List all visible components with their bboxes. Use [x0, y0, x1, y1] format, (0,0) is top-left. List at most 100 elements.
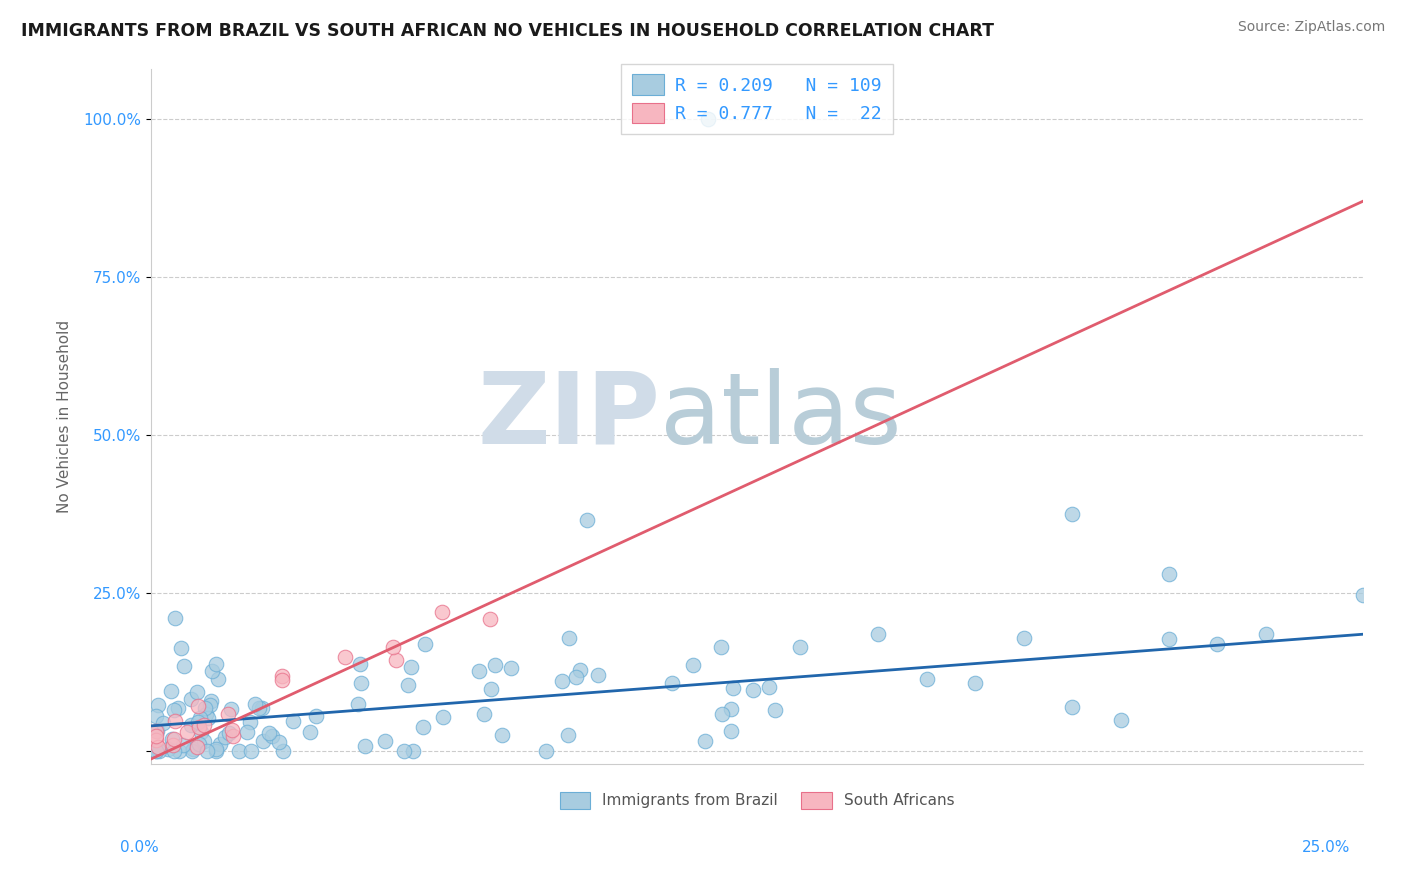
Point [228, 743, 250, 757]
Point [432, 709, 454, 723]
Point [1206, 637, 1229, 651]
Point [1157, 632, 1180, 646]
Point [298, 725, 321, 739]
Point [172, 738, 194, 752]
Point [758, 680, 780, 694]
Point [146, 698, 169, 713]
Point [721, 681, 744, 696]
Point [219, 702, 242, 716]
Point [267, 735, 290, 749]
Point [558, 631, 581, 645]
Legend: Immigrants from Brazil, South Africans: Immigrants from Brazil, South Africans [554, 786, 960, 815]
Point [145, 708, 167, 723]
Point [198, 698, 221, 712]
Point [965, 676, 987, 690]
Point [741, 683, 763, 698]
Point [709, 640, 731, 655]
Point [167, 743, 190, 757]
Point [197, 711, 219, 725]
Point [180, 743, 202, 757]
Point [430, 605, 453, 619]
Point [193, 718, 215, 732]
Point [180, 691, 202, 706]
Point [479, 612, 502, 626]
Point [569, 663, 592, 677]
Point [163, 703, 186, 717]
Point [145, 743, 167, 757]
Point [146, 740, 169, 755]
Point [557, 728, 579, 742]
Point [236, 724, 259, 739]
Point [763, 703, 786, 717]
Point [180, 718, 202, 732]
Point [145, 733, 167, 747]
Point [187, 737, 209, 751]
Point [239, 714, 262, 729]
Point [711, 707, 734, 722]
Point [218, 725, 240, 739]
Point [207, 672, 229, 686]
Point [173, 658, 195, 673]
Point [720, 724, 742, 739]
Point [413, 637, 436, 651]
Point [1351, 588, 1374, 602]
Text: atlas: atlas [659, 368, 901, 465]
Text: ZIP: ZIP [477, 368, 659, 465]
Point [201, 665, 224, 679]
Text: 0.0%: 0.0% [120, 840, 159, 855]
Point [152, 715, 174, 730]
Point [412, 720, 434, 734]
Point [146, 723, 169, 738]
Point [217, 707, 239, 722]
Point [247, 701, 270, 715]
Point [250, 701, 273, 715]
Point [157, 742, 180, 756]
Point [304, 709, 326, 723]
Point [501, 661, 523, 675]
Point [188, 711, 211, 725]
Point [188, 720, 211, 734]
Point [214, 730, 236, 744]
Point [169, 641, 191, 656]
Point [353, 739, 375, 753]
Point [398, 678, 420, 692]
Point [205, 742, 228, 756]
Point [270, 673, 292, 687]
Point [693, 734, 716, 748]
Text: 25.0%: 25.0% [1302, 840, 1350, 855]
Point [468, 664, 491, 678]
Point [243, 697, 266, 711]
Text: Source: ZipAtlas.com: Source: ZipAtlas.com [1237, 20, 1385, 34]
Point [262, 729, 284, 743]
Point [720, 702, 742, 716]
Point [145, 724, 167, 739]
Point [187, 698, 209, 713]
Point [551, 674, 574, 689]
Point [271, 668, 294, 682]
Point [145, 743, 167, 757]
Point [195, 707, 218, 722]
Point [148, 743, 170, 757]
Point [586, 668, 609, 682]
Point [1109, 713, 1132, 727]
Point [271, 743, 294, 757]
Point [160, 683, 183, 698]
Point [1060, 700, 1083, 714]
Y-axis label: No Vehicles in Household: No Vehicles in Household [58, 319, 72, 513]
Point [163, 731, 186, 746]
Point [204, 743, 226, 757]
Point [697, 112, 720, 127]
Point [385, 653, 408, 667]
Point [209, 737, 232, 751]
Point [186, 685, 208, 699]
Point [350, 676, 373, 690]
Point [789, 640, 811, 654]
Point [868, 627, 890, 641]
Point [346, 697, 368, 711]
Point [160, 732, 183, 747]
Point [534, 743, 557, 757]
Point [257, 725, 280, 739]
Point [187, 715, 209, 730]
Point [661, 676, 683, 690]
Point [162, 738, 184, 752]
